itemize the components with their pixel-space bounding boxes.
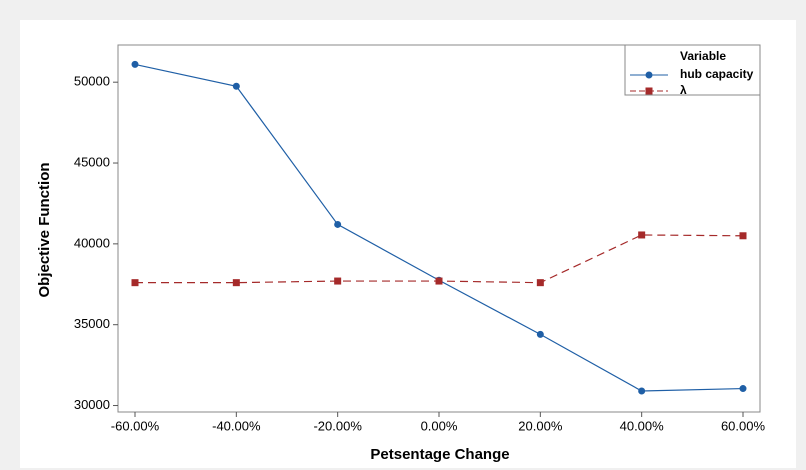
data-point [233,83,240,90]
x-tick-label: -20.00% [313,418,362,433]
x-tick-label: -40.00% [212,418,261,433]
data-point [436,278,443,285]
data-point [537,331,544,338]
x-tick-label: 0.00% [421,418,458,433]
y-tick-label: 50000 [74,74,110,89]
data-point [132,61,139,68]
plot-area [118,45,760,412]
y-tick-label: 35000 [74,316,110,331]
y-tick-label: 40000 [74,235,110,250]
data-point [334,221,341,228]
legend-marker [646,88,653,95]
data-point [537,279,544,286]
x-tick-label: -60.00% [111,418,160,433]
data-point [740,385,747,392]
data-point [233,279,240,286]
data-point [638,387,645,394]
legend-title: Variable [680,49,726,63]
data-point [334,278,341,285]
y-tick-label: 30000 [74,397,110,412]
legend-label: hub capacity [680,67,754,81]
x-tick-label: 20.00% [518,418,563,433]
x-tick-label: 60.00% [721,418,766,433]
x-axis-title: Petsentage Change [370,446,509,463]
chart: Petsentage Change Objective Function Var… [0,0,806,470]
legend-marker [646,72,653,79]
x-tick-label: 40.00% [620,418,665,433]
data-point [740,232,747,239]
data-point [638,231,645,238]
data-point [132,279,139,286]
y-tick-label: 45000 [74,154,110,169]
y-axis-title: Objective Function [36,162,53,297]
legend-label: λ [680,83,687,97]
